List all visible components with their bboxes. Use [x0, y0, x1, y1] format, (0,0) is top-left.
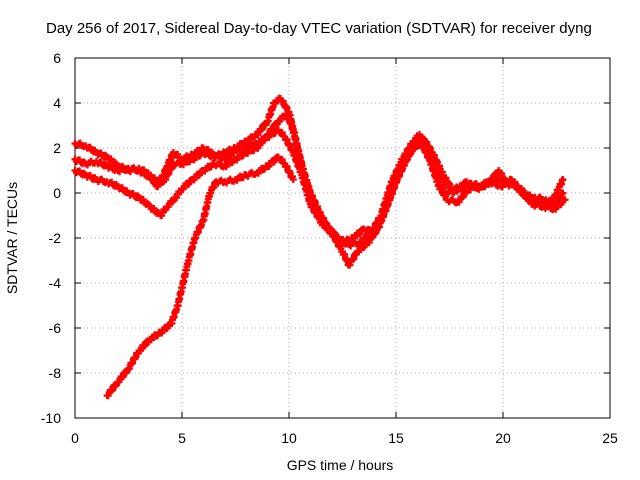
data-point-run [168, 302, 181, 327]
y-tick-label: 0 [53, 185, 61, 201]
data-point-run [307, 192, 324, 217]
y-axis-label: SDTVAR / TECUs [4, 182, 20, 294]
data-point [289, 176, 297, 183]
data-point-run [272, 94, 283, 107]
series-arc-4 [103, 153, 297, 400]
data-point-run [418, 142, 433, 164]
y-tick-label: -8 [49, 365, 62, 381]
x-tick-label: 5 [178, 430, 186, 446]
data-point [559, 176, 567, 183]
data-point-run [174, 284, 186, 309]
data-point-run [162, 160, 177, 184]
data-point-run [178, 260, 192, 291]
data-point-run [154, 177, 167, 191]
x-tick-label: 20 [495, 430, 511, 446]
y-tick-label: -4 [49, 275, 62, 291]
series-arc-2 [71, 94, 567, 250]
data-point-run [290, 129, 305, 168]
data-point-run [427, 160, 442, 189]
data-point [559, 189, 567, 197]
data-point-run [137, 195, 153, 208]
data-point-run [192, 217, 207, 242]
y-tick-label: 6 [53, 50, 61, 66]
y-tick-label: -2 [49, 230, 62, 246]
y-tick-label: 4 [53, 95, 61, 111]
data-point-run [399, 147, 416, 170]
axis-ticks: 0 5 10 15 20 25 -10 -8 -6 -4 -2 0 2 4 6 [41, 50, 618, 446]
data-point-run [147, 204, 163, 217]
y-tick-label: -6 [49, 320, 62, 336]
x-tick-label: 15 [388, 430, 404, 446]
data-point-run [104, 155, 120, 168]
data-point-run [282, 162, 296, 181]
x-tick-label: 0 [71, 430, 79, 446]
data-point-run [158, 205, 170, 220]
y-tick-label: -10 [41, 410, 61, 426]
x-axis-label: GPS time / hours [287, 457, 394, 473]
data-points [71, 94, 569, 400]
series-arc-3 [71, 110, 569, 269]
data-point-run [136, 337, 153, 355]
y-tick-label: 2 [53, 140, 61, 156]
x-tick-label: 10 [281, 430, 297, 446]
data-point-run [104, 380, 121, 400]
data-point-run [376, 189, 395, 231]
x-tick-label: 25 [602, 430, 618, 446]
data-point-run [318, 214, 335, 238]
data-point-run [125, 349, 142, 373]
data-point-run [365, 223, 382, 247]
data-point-run [347, 238, 362, 250]
data-point-run [264, 99, 277, 125]
data-point [561, 196, 569, 204]
data-point-run [329, 232, 346, 256]
data-point-run [282, 135, 296, 154]
data-point-run [388, 163, 406, 197]
data-point-run [200, 192, 213, 224]
chart-title: Day 256 of 2017, Sidereal Day-to-day VTE… [46, 20, 592, 37]
data-point-run [185, 235, 198, 264]
